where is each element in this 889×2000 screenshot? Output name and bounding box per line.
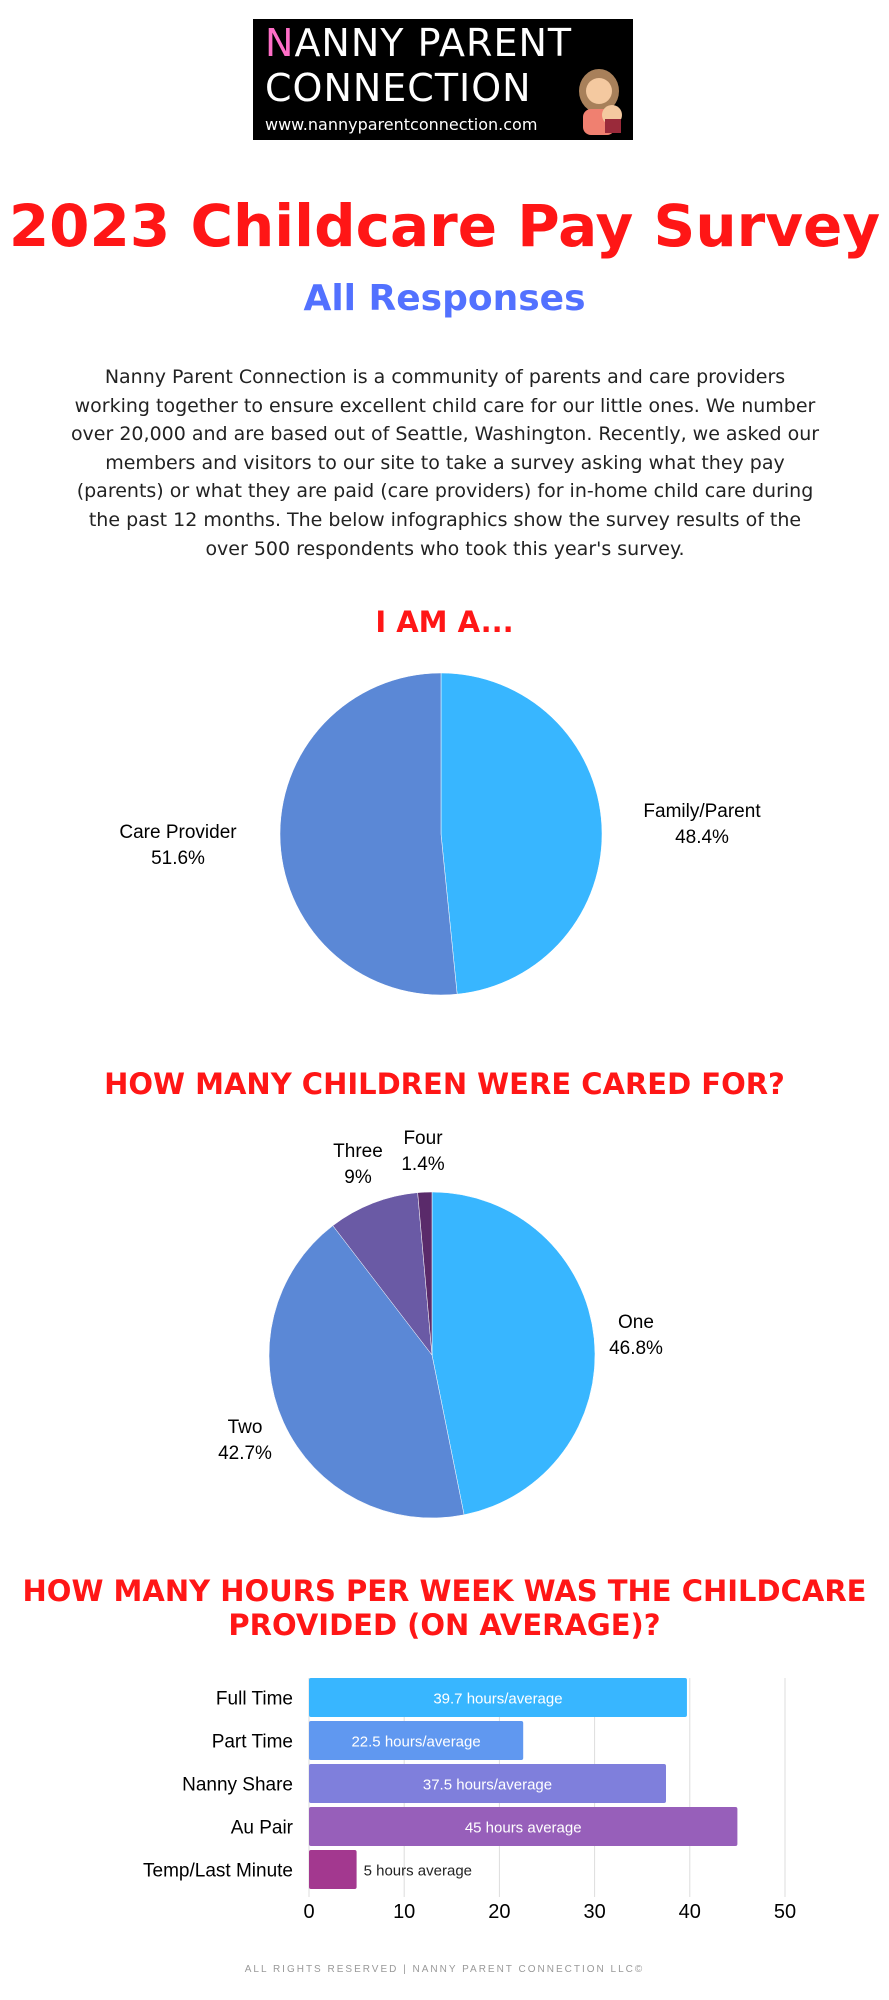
pie-slice-family-parent — [440, 672, 603, 995]
logo-line2: CONNECTION — [265, 66, 532, 110]
bar-data-label: 45 hours average — [465, 1820, 582, 1837]
slice-label: Family/Parent — [643, 801, 761, 822]
bar-data-label: 39.7 hours/average — [433, 1691, 562, 1708]
category-label: Part Time — [212, 1732, 293, 1753]
pie-slice-two — [268, 1225, 465, 1519]
slice-label: One — [618, 1312, 654, 1333]
page-title: 2023 Childcare Pay Survey — [8, 192, 881, 260]
slice-value-label: 42.7% — [218, 1443, 272, 1464]
x-tick-label: 40 — [679, 1901, 701, 1923]
section-title-i-am-a: I AM A... — [375, 605, 513, 639]
slice-value-label: 46.8% — [609, 1338, 663, 1359]
slice-value-label: 51.6% — [151, 848, 205, 869]
logo: NANNY PARENT CONNECTION www.nannyparentc… — [253, 19, 633, 140]
bar — [309, 1764, 666, 1803]
bar-data-label: 37.5 hours/average — [423, 1777, 552, 1794]
bar — [309, 1721, 524, 1760]
intro-paragraph: Nanny Parent Connection is a community o… — [70, 366, 820, 560]
nanny-baby-icon — [579, 69, 622, 135]
bar — [309, 1807, 738, 1846]
x-tick-label: 20 — [488, 1901, 510, 1923]
section-title-hours-line1: HOW MANY HOURS PER WEEK WAS THE CHILDCAR… — [23, 1574, 867, 1608]
bar — [309, 1678, 687, 1717]
bar-chart-hours: 0 10 20 30 40 50 Full Time 39.7 hours/average Pa… — [143, 1678, 796, 1923]
category-label: Full Time — [216, 1689, 293, 1710]
pie-chart-children: One 46.8% Two 42.7% Three 9% Four 1.4% — [218, 1128, 663, 1519]
section-title-children: HOW MANY CHILDREN WERE CARED FOR? — [104, 1067, 785, 1101]
logo-line1: ANNY PARENT — [294, 21, 573, 65]
x-tick-label: 30 — [583, 1901, 605, 1923]
x-tick-label: 0 — [303, 1901, 314, 1923]
section-title-hours-line2: PROVIDED (ON AVERAGE)? — [228, 1608, 660, 1642]
slice-value-label: 9% — [344, 1167, 372, 1188]
category-label: Nanny Share — [182, 1775, 293, 1796]
bar-data-label: 22.5 hours/average — [351, 1734, 480, 1751]
x-tick-label: 10 — [393, 1901, 415, 1923]
slice-label: Four — [403, 1128, 443, 1149]
pie-slice-three — [332, 1192, 433, 1356]
bar — [309, 1850, 357, 1889]
logo-letter: N — [265, 21, 295, 65]
slice-value-label: 48.4% — [675, 827, 729, 848]
pie-slice-one — [431, 1191, 596, 1516]
slice-label: Two — [228, 1417, 263, 1438]
slice-label: Care Provider — [119, 822, 237, 843]
logo-url: www.nannyparentconnection.com — [265, 115, 538, 134]
pie-slice-care-provider — [279, 672, 458, 996]
x-tick-label: 50 — [774, 1901, 796, 1923]
bar-data-label: 5 hours average — [364, 1863, 472, 1880]
page-subtitle: All Responses — [303, 278, 586, 319]
footer: ALL RIGHTS RESERVED | NANNY PARENT CONNE… — [244, 1964, 645, 1975]
slice-value-label: 1.4% — [401, 1154, 444, 1175]
pie-slice-four — [417, 1191, 433, 1356]
category-label: Temp/Last Minute — [143, 1861, 293, 1882]
pie-chart-respondent-type: Family/Parent 48.4% Care Provider 51.6% — [119, 672, 761, 996]
slice-label: Three — [333, 1141, 383, 1162]
category-label: Au Pair — [231, 1818, 294, 1839]
